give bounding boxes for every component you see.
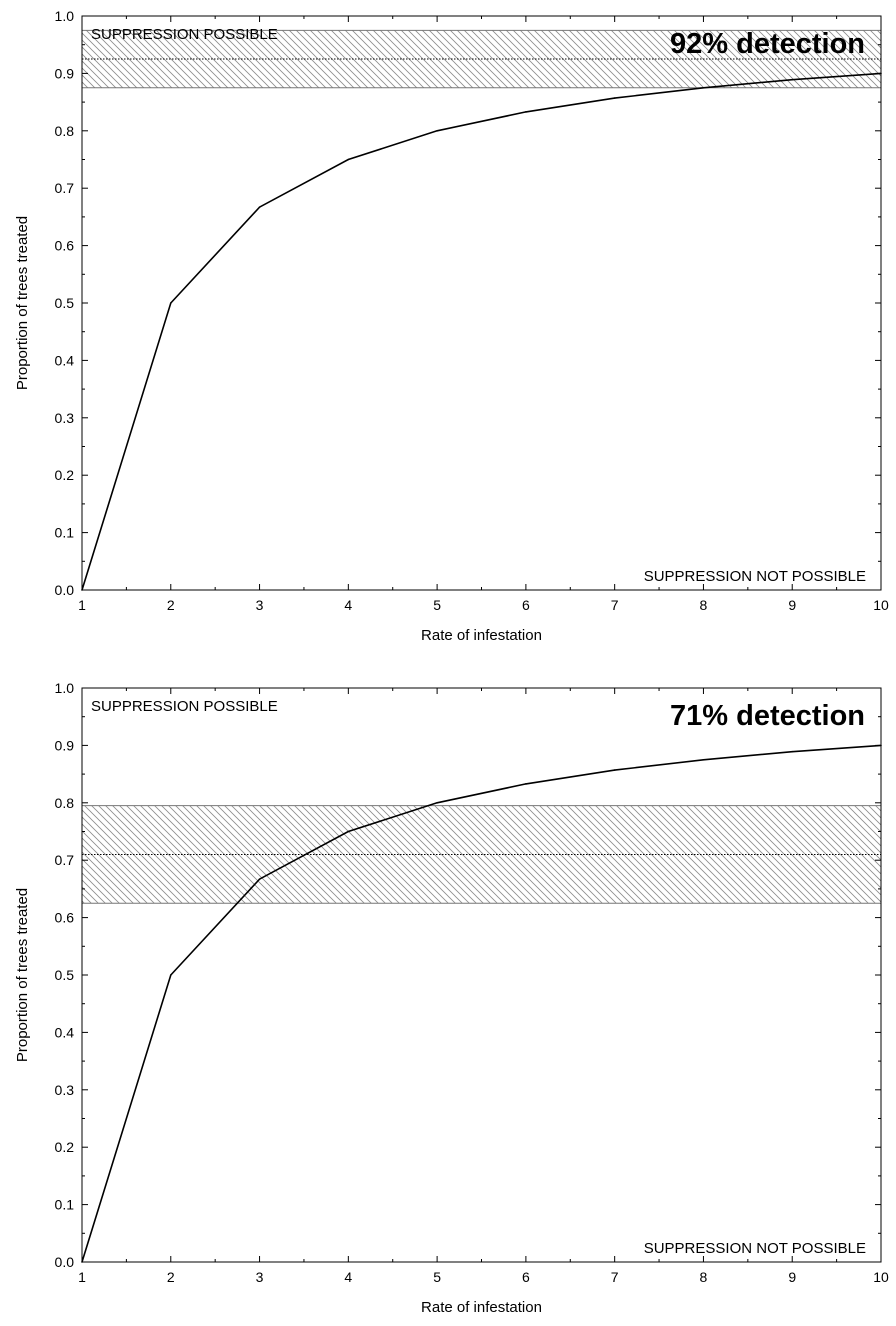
data-point bbox=[702, 758, 705, 761]
y-tick-label: 0.8 bbox=[55, 795, 75, 811]
y-tick-label: 0.8 bbox=[55, 123, 75, 139]
y-tick-label: 0.7 bbox=[55, 852, 75, 868]
x-tick-label: 10 bbox=[873, 597, 889, 613]
y-axis-title: Proportion of trees treated bbox=[14, 216, 31, 390]
y-tick-label: 0.1 bbox=[55, 525, 75, 541]
suppression-not-possible-label: SUPPRESSION NOT POSSIBLE bbox=[644, 1240, 866, 1257]
y-tick-label: 0.4 bbox=[55, 1024, 75, 1040]
x-tick-label: 4 bbox=[344, 1269, 352, 1285]
treated-proportion-line bbox=[81, 744, 882, 1263]
chart-panel-2: 1 2 3 4 5 6 7 8 9 10 0.0 0.1 0.2 0.3 0.4 0.5 0.6 0.7 0.8 0.… bbox=[14, 680, 889, 1316]
x-tick-label: 4 bbox=[344, 597, 352, 613]
x-tick-label: 5 bbox=[433, 1269, 441, 1285]
y-tick-label: 0.6 bbox=[55, 238, 75, 254]
y-tick-label: 0.5 bbox=[55, 295, 75, 311]
data-point bbox=[169, 974, 172, 976]
data-point bbox=[436, 130, 438, 132]
data-point bbox=[613, 97, 616, 99]
y-tick-label: 0.2 bbox=[55, 1139, 75, 1155]
x-tick-label: 8 bbox=[700, 1269, 708, 1285]
y-tick-label: 0.7 bbox=[55, 180, 75, 196]
x-tick-label: 6 bbox=[522, 597, 530, 613]
y-tick-label: 1.0 bbox=[55, 8, 75, 24]
x-tick-label: 9 bbox=[788, 1269, 796, 1285]
y-tick-label: 0.3 bbox=[55, 1082, 75, 1098]
x-tick-label: 1 bbox=[78, 1269, 86, 1285]
x-tick-label: 3 bbox=[256, 1269, 264, 1285]
suppression-not-possible-label: SUPPRESSION NOT POSSIBLE bbox=[644, 568, 866, 585]
x-tick-label: 2 bbox=[167, 597, 175, 613]
data-point bbox=[791, 78, 794, 81]
x-axis-title: Rate of infestation bbox=[421, 627, 542, 644]
plot-frame bbox=[81, 687, 882, 1263]
x-axis-title: Rate of infestation bbox=[421, 1299, 542, 1316]
x-tick-label: 1 bbox=[78, 597, 86, 613]
data-point bbox=[258, 878, 261, 880]
y-tick-label: 0.2 bbox=[55, 467, 75, 483]
data-point bbox=[436, 802, 438, 804]
data-point bbox=[169, 302, 172, 304]
y-tick-label: 0.4 bbox=[55, 352, 75, 368]
x-tick-label: 5 bbox=[433, 597, 441, 613]
plot-frame bbox=[81, 15, 882, 591]
data-point bbox=[880, 72, 882, 75]
y-tick-label: 0.0 bbox=[55, 1254, 75, 1270]
x-tick-label: 7 bbox=[611, 1269, 619, 1285]
y-axis-title: Proportion of trees treated bbox=[14, 888, 31, 1062]
y-tick-label: 0.1 bbox=[55, 1197, 75, 1213]
data-point bbox=[880, 744, 882, 747]
y-tick-label: 0.0 bbox=[55, 582, 75, 598]
data-point bbox=[525, 783, 527, 785]
y-tick-label: 0.9 bbox=[55, 65, 75, 81]
data-point bbox=[702, 86, 705, 89]
x-tick-label: 2 bbox=[167, 1269, 175, 1285]
data-point bbox=[347, 830, 350, 833]
x-tick-label: 7 bbox=[611, 597, 619, 613]
y-tick-label: 0.3 bbox=[55, 410, 75, 426]
y-tick-label: 0.9 bbox=[55, 737, 75, 753]
suppression-possible-label: SUPPRESSION POSSIBLE bbox=[91, 698, 278, 715]
data-point bbox=[81, 1261, 83, 1263]
data-point bbox=[791, 750, 794, 753]
x-tick-label: 8 bbox=[700, 597, 708, 613]
data-point bbox=[258, 206, 261, 208]
x-tick-label: 3 bbox=[256, 597, 264, 613]
data-point bbox=[525, 111, 527, 113]
y-tick-label: 0.6 bbox=[55, 910, 75, 926]
detection-title: 92% detection bbox=[670, 28, 865, 60]
x-tick-label: 10 bbox=[873, 1269, 889, 1285]
data-point bbox=[81, 589, 83, 591]
treated-proportion-line bbox=[81, 72, 882, 591]
x-tick-label: 6 bbox=[522, 1269, 530, 1285]
y-tick-label: 1.0 bbox=[55, 680, 75, 696]
y-tick-label: 0.5 bbox=[55, 967, 75, 983]
x-tick-label: 9 bbox=[788, 597, 796, 613]
data-point bbox=[347, 158, 350, 161]
suppression-possible-label: SUPPRESSION POSSIBLE bbox=[91, 26, 278, 43]
detection-title: 71% detection bbox=[670, 700, 865, 732]
chart-panel-1: 1 2 3 4 5 6 7 8 9 10 0.0 0.1 0.2 0.3 0.4 0.5 0.6 0.7 0.8 0.… bbox=[14, 8, 889, 644]
data-point bbox=[613, 769, 616, 771]
